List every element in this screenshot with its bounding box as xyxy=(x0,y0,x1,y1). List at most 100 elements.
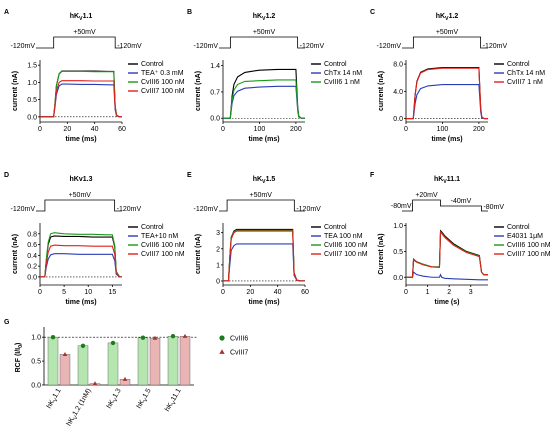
y-tick-label: 0.5 xyxy=(393,249,403,256)
protocol-label: +20mV xyxy=(415,192,438,199)
y-tick-label: 0.5 xyxy=(31,359,41,366)
x-tick-label: 10 xyxy=(84,289,92,296)
legend-label: CvIII6 100 nM xyxy=(141,242,185,249)
text-part: V xyxy=(443,179,447,185)
y-tick-label: 0.0 xyxy=(210,116,220,123)
y-tick-label: 0.0 xyxy=(27,274,37,281)
y-tick-label: 1.4 xyxy=(210,63,220,70)
y-tick-label: 0.8 xyxy=(27,231,37,238)
text-part: V xyxy=(79,16,83,22)
legend-swatch xyxy=(219,335,225,341)
panel-letter: G xyxy=(4,319,10,326)
protocol-label: -80mV xyxy=(483,204,504,211)
protocol-label: -80mV xyxy=(391,203,412,210)
panel-letter: D xyxy=(4,172,9,179)
trace xyxy=(40,83,122,118)
y-tick-label: 0.0 xyxy=(31,383,41,390)
legend-label: E4031 1μM xyxy=(507,233,543,240)
x-tick-label: 0 xyxy=(221,126,225,133)
text-part: 11.1 xyxy=(170,387,183,402)
x-tick-label: 40 xyxy=(91,126,99,133)
legend-label: ChTx 14 nM xyxy=(507,70,545,77)
legend-label: Control xyxy=(141,61,164,68)
panel-letter: F xyxy=(370,172,375,179)
trace xyxy=(406,229,488,278)
text-part: 1.2 (1nM) xyxy=(72,388,93,417)
protocol-label: -120mV xyxy=(193,206,218,213)
protocol-label: -120mV xyxy=(300,43,325,50)
legend-label: Control xyxy=(141,224,164,231)
protocol-label: -120mV xyxy=(376,43,401,50)
x-tick-label: 0 xyxy=(404,289,408,296)
x-tick-label: 3 xyxy=(469,289,473,296)
x-axis-title: time (ms) xyxy=(65,136,96,143)
protocol-label: -120mV xyxy=(193,43,218,50)
text-part: V xyxy=(262,179,266,185)
legend-label: CvIII7 1 nM xyxy=(507,79,543,86)
x-tick-label: 60 xyxy=(301,289,309,296)
legend-label: CvIII6 100 nM xyxy=(141,79,185,86)
text-part: hK xyxy=(70,13,79,20)
panel-letter: A xyxy=(4,9,9,16)
bar xyxy=(137,337,149,386)
y-tick-label: 0.6 xyxy=(27,242,37,249)
protocol-line xyxy=(219,199,305,212)
y-tick-label: 1.0 xyxy=(27,80,37,87)
x-tick-label: 5 xyxy=(62,289,66,296)
trace xyxy=(223,243,305,282)
trace xyxy=(40,80,122,118)
x-tick-label: 15 xyxy=(108,289,116,296)
y-tick-label: 1 xyxy=(216,262,220,269)
protocol-label: -120mV xyxy=(483,43,508,50)
protocol-label: -120mV xyxy=(117,43,142,50)
y-axis-title: RCF (I/I0) xyxy=(15,343,24,373)
text-part: RCF (I/I xyxy=(15,348,22,373)
x-tick-label: hKV1.3 xyxy=(106,387,125,410)
legend-label: TEA⁺ 0.3 mM xyxy=(141,70,184,77)
panel-title: hKV1.2 xyxy=(253,13,276,22)
data-point xyxy=(122,376,128,381)
x-axis-title: time (ms) xyxy=(431,136,462,143)
x-axis-title: time (s) xyxy=(435,299,460,306)
y-tick-label: 0.0 xyxy=(27,114,37,121)
panel-letter: E xyxy=(187,172,192,179)
text-part: hK xyxy=(164,402,175,413)
x-tick-label: 100 xyxy=(437,126,449,133)
data-point xyxy=(80,343,86,348)
bar xyxy=(149,337,161,386)
data-point xyxy=(62,351,68,356)
data-point xyxy=(50,334,56,340)
protocol-line xyxy=(219,36,305,49)
legend-swatch xyxy=(219,349,225,354)
x-tick-label: 200 xyxy=(473,126,485,133)
protocol-label: -120mV xyxy=(296,206,321,213)
text-part: 0 xyxy=(18,345,24,348)
protocol-label: +50mV xyxy=(69,192,92,199)
trace xyxy=(40,70,122,118)
panel-letter: B xyxy=(187,9,192,16)
x-tick-label: hKV1.1 xyxy=(46,387,65,410)
legend-label: ChTx 14 nM xyxy=(324,70,362,77)
legend-label: CvIII6 100 nM xyxy=(507,242,550,249)
x-axis-title: time (ms) xyxy=(248,299,279,306)
legend-label: Control xyxy=(507,61,530,68)
text-part: 1.3 xyxy=(112,387,123,399)
data-point xyxy=(182,333,188,338)
text-part: V xyxy=(143,397,150,403)
trace xyxy=(406,83,488,120)
y-axis-title: current (nA) xyxy=(12,234,19,274)
text-part: V xyxy=(171,400,178,406)
legend-label: CvIII7 100 nM xyxy=(141,88,185,95)
text-part: V xyxy=(262,16,266,22)
trace xyxy=(223,230,305,282)
y-axis-title: current (nA) xyxy=(12,71,19,111)
text-part: hK xyxy=(66,416,77,427)
x-axis-title: time (ms) xyxy=(65,299,96,306)
y-tick-label: 1.0 xyxy=(393,223,403,230)
text-part: V xyxy=(53,397,60,403)
text-part: 1.2 xyxy=(266,13,276,20)
y-tick-label: 2 xyxy=(216,246,220,253)
text-part: ) xyxy=(15,343,22,345)
data-point xyxy=(140,335,146,340)
